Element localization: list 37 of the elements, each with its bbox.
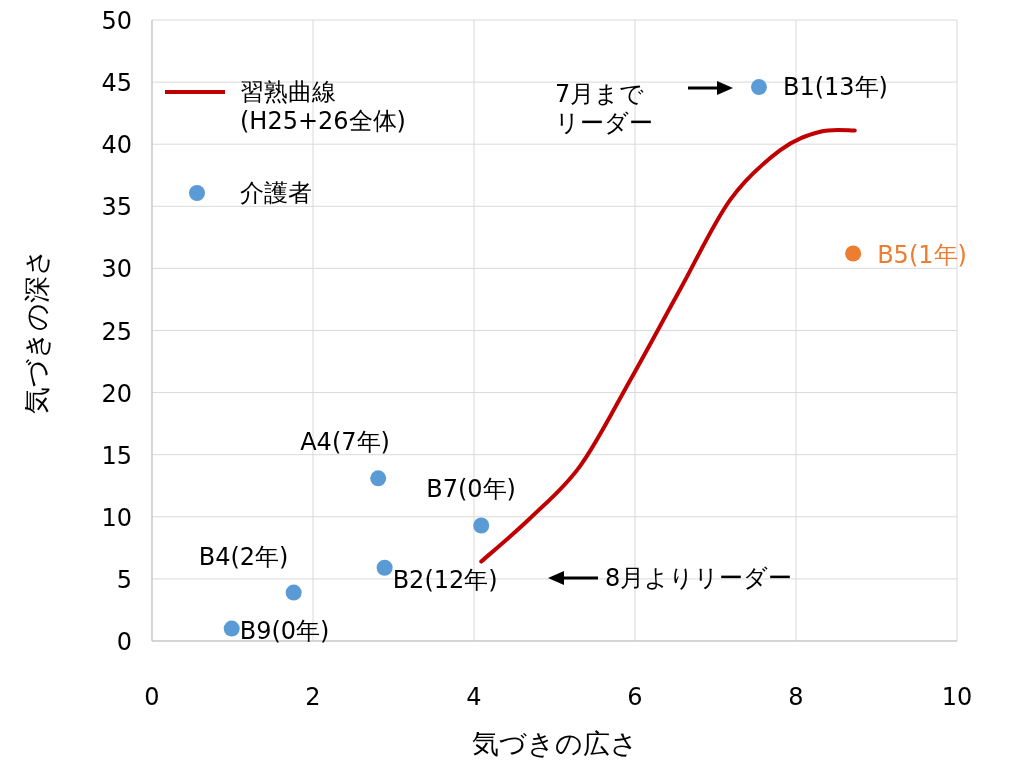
x-tick-label: 0 (144, 683, 160, 711)
point (750, 79, 767, 96)
x-tick-label: 4 (466, 683, 482, 711)
data-label: B2(12年) (392, 565, 498, 594)
y-tick-label: 20 (101, 379, 132, 408)
legend-label: 習熟曲線 (H25+26全体) (240, 78, 406, 135)
y-tick-label: 35 (101, 193, 132, 222)
data-label: B9(0年) (239, 616, 330, 645)
data-label: A4(7年) (300, 428, 390, 457)
y-tick-label: 30 (101, 255, 132, 284)
y-tick-label: 0 (116, 628, 132, 656)
point (370, 470, 387, 487)
y-axis-title: 気づきの深さ (21, 247, 52, 414)
point (473, 517, 490, 534)
annotation: 8月よりリーダー (605, 564, 793, 592)
data-label: B5(1年) (877, 241, 967, 270)
y-tick-label: 45 (101, 69, 132, 98)
legend-label: 介護者 (240, 179, 312, 207)
x-tick-label: 8 (788, 683, 804, 711)
y-tick-label: 15 (101, 441, 132, 470)
point (223, 620, 240, 637)
annotation: 7月までリーダー (555, 80, 653, 137)
x-axis-title: 気づきの広さ (471, 728, 638, 759)
y-tick-label: 5 (116, 565, 132, 594)
data-label: B1(13年) (782, 73, 888, 102)
data-label: B4(2年) (198, 542, 289, 571)
x-tick-label: 2 (305, 683, 321, 711)
y-tick-label: 40 (101, 131, 132, 160)
y-tick-label: 25 (101, 317, 132, 346)
point (285, 584, 302, 601)
x-tick-label: 10 (941, 683, 973, 711)
point (376, 559, 393, 576)
data-label: B7(0年) (426, 475, 516, 504)
point (845, 245, 862, 262)
x-tick-label: 6 (627, 683, 643, 711)
y-tick-label: 50 (101, 7, 132, 35)
y-tick-label: 10 (101, 503, 132, 532)
